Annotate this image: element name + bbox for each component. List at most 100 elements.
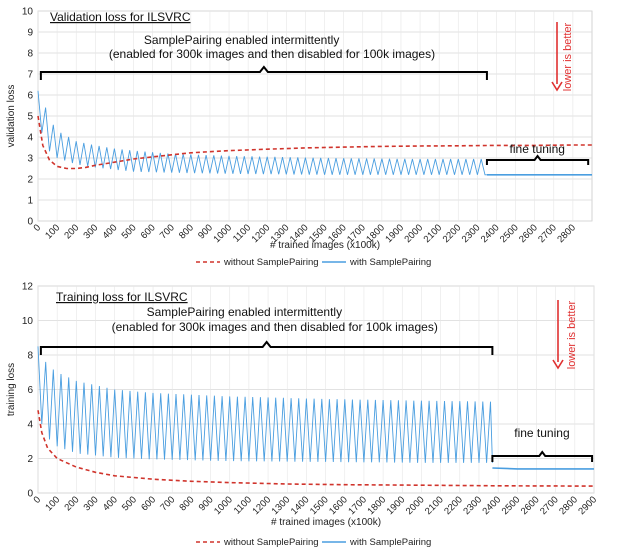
x-tick-label: 2800 bbox=[557, 494, 580, 517]
x-tick-label: 400 bbox=[101, 494, 120, 513]
x-tick-label: 2600 bbox=[519, 494, 542, 517]
y-tick-label: 4 bbox=[27, 133, 33, 144]
x-tick-label: 2100 bbox=[423, 494, 446, 517]
x-tick-label: 1700 bbox=[346, 494, 369, 517]
x-tick-label: 300 bbox=[81, 222, 100, 241]
brace-samplepairing bbox=[39, 65, 488, 80]
x-tick-label: 2000 bbox=[404, 494, 427, 517]
x-tick-label: 1600 bbox=[327, 494, 350, 517]
x-tick-label: 1000 bbox=[212, 494, 235, 517]
y-tick-label: 10 bbox=[22, 316, 34, 327]
y-tick-label: 9 bbox=[27, 28, 33, 39]
series-line-with-samplepairing bbox=[37, 90, 487, 176]
y-tick-label: 0 bbox=[27, 489, 33, 500]
x-tick-label: 100 bbox=[43, 222, 62, 241]
x-axis-label: # trained images (x100k) bbox=[270, 240, 380, 251]
y-tick-label: 2 bbox=[27, 454, 33, 465]
x-tick-label: 600 bbox=[139, 222, 158, 241]
legend-label-with: with SamplePairing bbox=[349, 257, 431, 268]
x-tick-label: 100 bbox=[43, 494, 62, 513]
x-tick-label: 2300 bbox=[460, 222, 483, 245]
x-tick-label: 1300 bbox=[270, 494, 293, 517]
series-line-with-samplepairing bbox=[37, 346, 493, 463]
lower-is-better-label: lower is better bbox=[566, 300, 578, 369]
fine-tuning-label: fine tuning bbox=[510, 142, 565, 156]
y-axis-label: training loss bbox=[6, 363, 17, 416]
x-tick-label: 2000 bbox=[402, 222, 425, 245]
y-tick-label: 0 bbox=[27, 217, 33, 228]
x-tick-label: 1400 bbox=[289, 494, 312, 517]
x-tick-label: 600 bbox=[139, 494, 158, 513]
lower-is-better-label: lower is better bbox=[562, 22, 574, 91]
brace-sublabel: (enabled for 300k images and then disabl… bbox=[112, 320, 438, 334]
x-tick-label: 2400 bbox=[481, 494, 504, 517]
x-tick-label: 1500 bbox=[308, 494, 331, 517]
x-tick-label: 200 bbox=[62, 494, 81, 513]
x-tick-label: 2800 bbox=[555, 222, 578, 245]
x-tick-label: 500 bbox=[120, 494, 139, 513]
brace-samplepairing bbox=[39, 340, 494, 355]
y-tick-label: 5 bbox=[27, 112, 33, 123]
x-tick-label: 400 bbox=[101, 222, 120, 241]
x-tick-label: 500 bbox=[120, 222, 139, 241]
y-tick-label: 6 bbox=[27, 385, 33, 396]
x-tick-label: 1000 bbox=[211, 222, 234, 245]
y-tick-label: 4 bbox=[27, 420, 33, 431]
fine-tuning-label: fine tuning bbox=[514, 426, 569, 440]
x-tick-label: 800 bbox=[178, 494, 197, 513]
y-tick-label: 1 bbox=[27, 196, 33, 207]
brace-label: SamplePairing enabled intermittently bbox=[144, 33, 339, 47]
x-tick-label: 0 bbox=[32, 222, 44, 234]
series-line-without-samplepairing bbox=[37, 410, 595, 487]
x-axis-label: # trained images (x100k) bbox=[271, 517, 381, 528]
x-tick-label: 2400 bbox=[479, 222, 502, 245]
chart-title: Training loss for ILSVRC bbox=[56, 290, 188, 304]
x-tick-label: 2100 bbox=[422, 222, 445, 245]
x-tick-label: 2700 bbox=[536, 222, 559, 245]
x-tick-label: 2500 bbox=[500, 494, 523, 517]
y-tick-label: 12 bbox=[22, 282, 34, 293]
y-tick-label: 8 bbox=[27, 49, 33, 60]
y-tick-label: 8 bbox=[27, 351, 33, 362]
legend-label-without: without SamplePairing bbox=[223, 257, 319, 268]
down-arrow-icon bbox=[552, 359, 564, 370]
x-tick-label: 2300 bbox=[461, 494, 484, 517]
x-tick-label: 0 bbox=[32, 494, 44, 506]
x-tick-label: 1900 bbox=[383, 222, 406, 245]
x-tick-label: 2200 bbox=[441, 222, 464, 245]
x-tick-label: 1100 bbox=[232, 494, 254, 516]
y-tick-label: 6 bbox=[27, 91, 33, 102]
brace-fine-tuning bbox=[491, 450, 594, 462]
brace-sublabel: (enabled for 300k images and then disabl… bbox=[109, 47, 435, 61]
x-tick-label: 700 bbox=[158, 494, 177, 513]
brace-fine-tuning bbox=[485, 154, 590, 165]
legend-label-without: without SamplePairing bbox=[223, 537, 319, 548]
legend-label-with: with SamplePairing bbox=[349, 537, 431, 548]
down-arrow-icon bbox=[551, 81, 563, 92]
y-tick-label: 3 bbox=[27, 154, 33, 165]
x-tick-label: 2600 bbox=[517, 222, 540, 245]
x-tick-label: 1900 bbox=[385, 494, 408, 517]
y-tick-label: 10 bbox=[22, 7, 34, 18]
x-tick-label: 1200 bbox=[250, 494, 273, 517]
x-tick-label: 2700 bbox=[538, 494, 561, 517]
x-tick-label: 2500 bbox=[498, 222, 521, 245]
x-tick-label: 1100 bbox=[231, 222, 253, 244]
x-tick-label: 300 bbox=[82, 494, 101, 513]
series-line-fine-tuning bbox=[492, 467, 594, 470]
x-tick-label: 700 bbox=[158, 222, 177, 241]
brace-label: SamplePairing enabled intermittently bbox=[147, 305, 342, 319]
x-tick-label: 200 bbox=[62, 222, 81, 241]
y-tick-label: 7 bbox=[27, 70, 33, 81]
x-tick-label: 1200 bbox=[250, 222, 273, 245]
y-axis-label: validation loss bbox=[6, 85, 17, 148]
x-tick-label: 800 bbox=[177, 222, 196, 241]
x-tick-label: 1800 bbox=[365, 494, 388, 517]
y-tick-label: 2 bbox=[27, 175, 33, 186]
series-line-without-samplepairing bbox=[37, 115, 592, 170]
x-tick-label: 2200 bbox=[442, 494, 465, 517]
chart-title: Validation loss for ILSVRC bbox=[50, 10, 191, 24]
